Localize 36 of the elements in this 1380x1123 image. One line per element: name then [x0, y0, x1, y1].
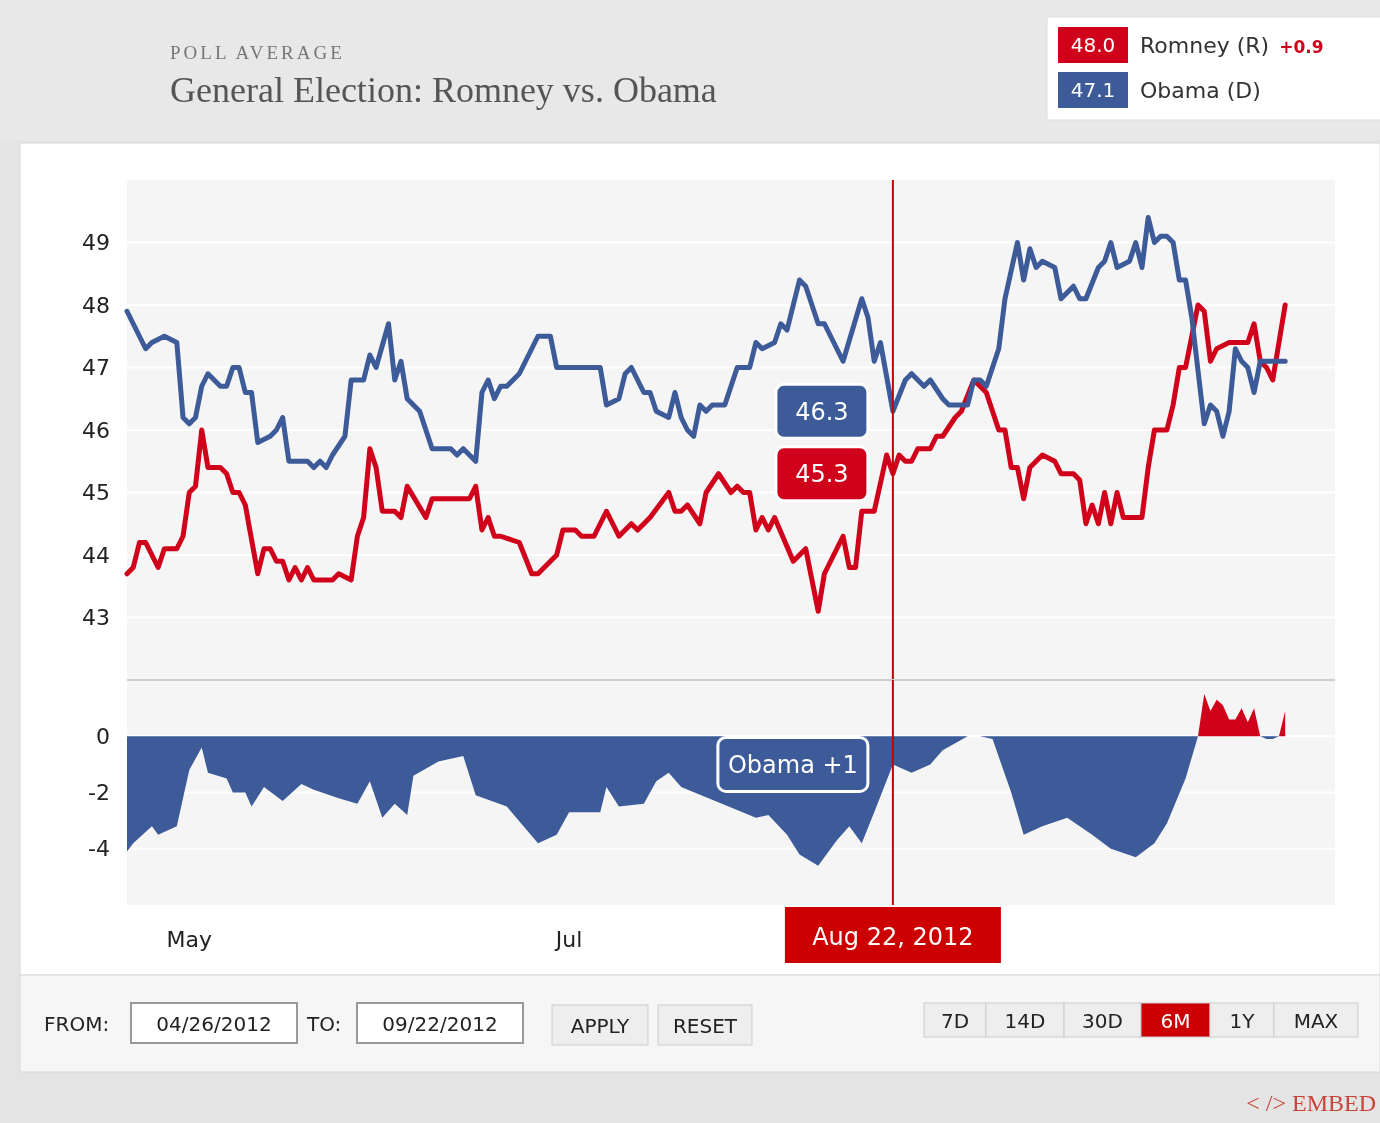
range-button: 1Y — [1209, 1002, 1275, 1038]
range-button: 30D — [1063, 1002, 1142, 1038]
range-button: 6M — [1140, 1002, 1211, 1038]
range-button: 14D — [985, 1002, 1065, 1038]
y-tick-label: 46 — [82, 417, 110, 443]
y-tick-label: 0 — [96, 723, 110, 749]
date-field: 04/26/2012 — [130, 1002, 298, 1044]
reset-button: RESET — [657, 1004, 753, 1046]
annotation: Obama +1 — [727, 750, 858, 779]
y-tick-label: 47 — [82, 355, 110, 381]
text: FROM: — [44, 1012, 110, 1036]
y-tick-label: 45 — [82, 480, 110, 506]
y-tick-label: -2 — [88, 780, 110, 806]
text: TO: — [306, 1012, 342, 1036]
date-field: 09/22/2012 — [356, 1002, 524, 1044]
chart-subtitle: POLL AVERAGE — [170, 42, 345, 63]
text: +0.9 — [1279, 36, 1324, 57]
annotation: 46.3 — [795, 397, 849, 426]
y-tick-label: -4 — [88, 836, 110, 862]
range-button: MAX — [1273, 1002, 1359, 1038]
chart-title: General Election: Romney vs. Obama — [170, 70, 717, 110]
apply-button: APPLY — [551, 1004, 649, 1046]
legend-label: Obama (D) — [1140, 77, 1261, 103]
annotation: 45.3 — [795, 460, 849, 489]
text: < /> EMBED — [1246, 1090, 1376, 1117]
x-tick-label: Jul — [553, 927, 583, 952]
text: 47.1 — [1070, 78, 1116, 102]
range-button: 7D — [923, 1002, 987, 1038]
legend-label: Romney (R) — [1140, 32, 1270, 58]
text: 48.0 — [1070, 33, 1116, 57]
y-tick-label: 48 — [82, 292, 110, 318]
y-tick-label: 44 — [82, 542, 110, 568]
y-tick-label: 49 — [82, 230, 110, 256]
y-tick-label: 43 — [82, 605, 110, 631]
ref-line-label: Aug 22, 2012 — [812, 923, 974, 952]
x-tick-label: May — [166, 927, 213, 952]
